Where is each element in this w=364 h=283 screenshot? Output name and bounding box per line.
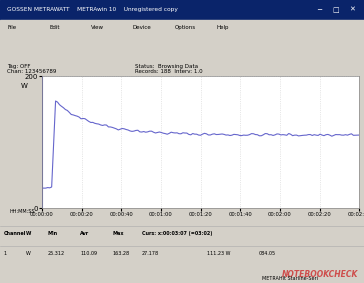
Text: Help: Help [217,25,229,30]
Text: W: W [25,231,31,236]
Text: Device: Device [133,25,152,30]
Bar [0,208,364,283]
Text: GOSSEN METRAWATT    METRAwin 10    Unregistered copy: GOSSEN METRAWATT METRAwin 10 Unregistere… [7,7,178,12]
Text: Avr: Avr [80,231,89,236]
Text: 27.178: 27.178 [142,251,159,256]
Text: HH:MM:SS: HH:MM:SS [9,209,35,214]
Text: 1: 1 [4,251,7,256]
Text: File: File [7,25,16,30]
Text: 111.23 W: 111.23 W [207,251,231,256]
Text: View: View [91,25,104,30]
Text: Records: 188  Interv: 1.0: Records: 188 Interv: 1.0 [135,69,202,74]
Bar [0,35,364,58]
Text: 084.05: 084.05 [258,251,276,256]
Text: Tag: OFF: Tag: OFF [7,64,31,69]
Text: W: W [25,251,30,256]
Bar [0,20,364,35]
Text: □: □ [333,7,339,13]
Text: Max: Max [113,231,124,236]
Text: ─: ─ [317,7,321,13]
Text: Status:  Browsing Data: Status: Browsing Data [135,64,198,69]
Text: NOTEBOOKCHECK: NOTEBOOKCHECK [282,270,359,279]
Text: Min: Min [47,231,58,236]
Text: METRAHit Starline-Seri: METRAHit Starline-Seri [262,276,318,281]
Text: 25.312: 25.312 [47,251,64,256]
Text: W: W [21,83,28,89]
Bar [0,58,364,75]
Text: Curs: x:00:03:07 (=03:02): Curs: x:00:03:07 (=03:02) [142,231,212,236]
Text: Options: Options [175,25,196,30]
Text: 163.28: 163.28 [113,251,130,256]
Text: ✕: ✕ [349,7,355,13]
Text: Channel: Channel [4,231,26,236]
Text: Chan: 123456789: Chan: 123456789 [7,69,57,74]
Bar [0,0,364,20]
Text: Edit: Edit [49,25,60,30]
Text: 110.09: 110.09 [80,251,97,256]
